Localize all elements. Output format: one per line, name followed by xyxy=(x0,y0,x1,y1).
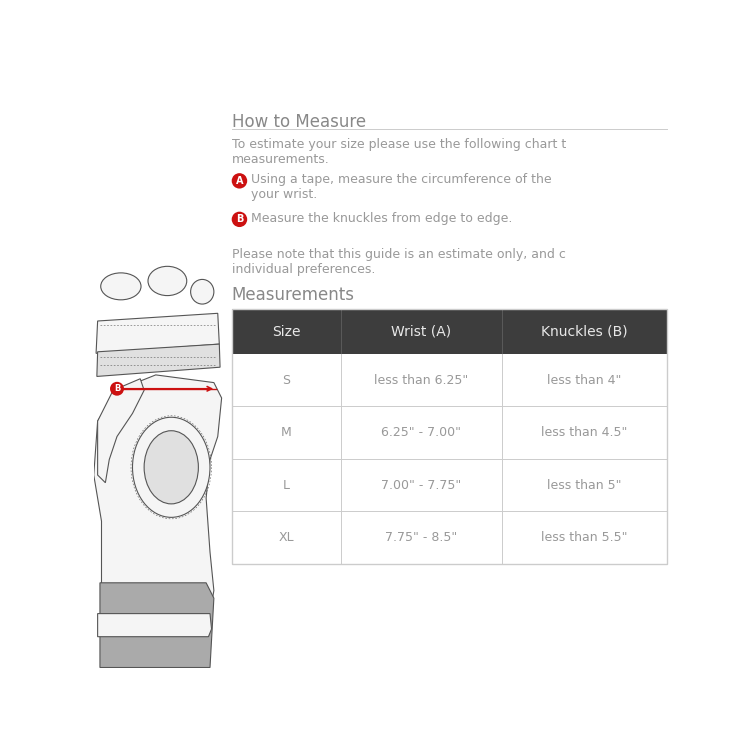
Polygon shape xyxy=(94,375,222,668)
Text: less than 5": less than 5" xyxy=(548,478,622,491)
Text: L: L xyxy=(283,478,290,491)
Text: M: M xyxy=(280,426,292,439)
Text: Size: Size xyxy=(272,325,301,339)
Text: Measurements: Measurements xyxy=(232,286,355,304)
Text: 7.75" - 8.5": 7.75" - 8.5" xyxy=(385,531,458,544)
Ellipse shape xyxy=(144,430,198,504)
Text: How to Measure: How to Measure xyxy=(232,113,366,131)
FancyBboxPatch shape xyxy=(232,310,668,354)
Text: Please note that this guide is an estimate only, and c
individual preferences.: Please note that this guide is an estima… xyxy=(232,248,566,276)
Text: less than 5.5": less than 5.5" xyxy=(542,531,628,544)
Text: XL: XL xyxy=(278,531,294,544)
Polygon shape xyxy=(96,314,219,353)
Ellipse shape xyxy=(148,266,187,296)
Text: B: B xyxy=(236,214,243,224)
Text: less than 6.25": less than 6.25" xyxy=(374,374,468,387)
Text: less than 4": less than 4" xyxy=(548,374,622,387)
Polygon shape xyxy=(97,344,220,376)
Text: S: S xyxy=(282,374,290,387)
Circle shape xyxy=(232,173,248,188)
Ellipse shape xyxy=(133,417,210,518)
Text: A: A xyxy=(236,176,243,186)
Ellipse shape xyxy=(100,273,141,300)
FancyBboxPatch shape xyxy=(232,459,668,512)
Polygon shape xyxy=(98,379,144,483)
Text: Wrist (A): Wrist (A) xyxy=(391,325,452,339)
Text: 6.25" - 7.00": 6.25" - 7.00" xyxy=(381,426,461,439)
Text: Using a tape, measure the circumference of the
your wrist.: Using a tape, measure the circumference … xyxy=(251,173,552,201)
FancyBboxPatch shape xyxy=(232,406,668,459)
Polygon shape xyxy=(98,614,211,637)
Text: 7.00" - 7.75": 7.00" - 7.75" xyxy=(381,478,461,491)
Text: B: B xyxy=(114,384,120,393)
Text: Measure the knuckles from edge to edge.: Measure the knuckles from edge to edge. xyxy=(251,211,512,225)
FancyBboxPatch shape xyxy=(232,354,668,407)
Text: Knuckles (B): Knuckles (B) xyxy=(542,325,628,339)
Text: To estimate your size please use the following chart t
measurements.: To estimate your size please use the fol… xyxy=(232,138,566,166)
Circle shape xyxy=(232,211,248,227)
Text: less than 4.5": less than 4.5" xyxy=(542,426,628,439)
Ellipse shape xyxy=(190,280,214,304)
FancyBboxPatch shape xyxy=(232,512,668,563)
Circle shape xyxy=(110,382,124,396)
Polygon shape xyxy=(100,583,214,668)
